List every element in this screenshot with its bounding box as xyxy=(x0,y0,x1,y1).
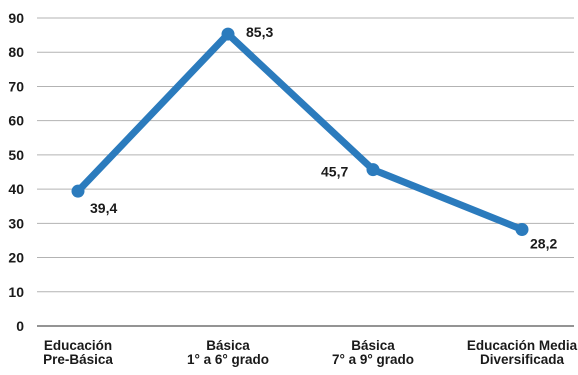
data-label: 39,4 xyxy=(90,200,117,216)
x-category-label: Básica 7° a 9° grado xyxy=(332,338,414,367)
series-polyline xyxy=(74,30,526,233)
y-axis-labels: 0 10 20 30 40 50 60 70 80 90 xyxy=(8,10,24,334)
data-point xyxy=(221,27,235,41)
data-point xyxy=(515,222,529,236)
data-label: 28,2 xyxy=(530,235,557,251)
x-category-label-line: 1° a 6° grado xyxy=(187,352,269,367)
y-tick-label: 0 xyxy=(16,318,24,334)
y-tick-label: 40 xyxy=(8,181,24,197)
data-label: 45,7 xyxy=(321,164,348,180)
x-category-label: Educación Media Diversificada xyxy=(467,338,578,367)
y-tick-label: 30 xyxy=(8,215,24,231)
x-category-label-line: 7° a 9° grado xyxy=(332,352,414,367)
y-tick-label: 10 xyxy=(8,284,24,300)
x-category-label-line: Diversificada xyxy=(480,352,565,367)
x-category-label-line: Educación Media xyxy=(467,338,578,353)
y-tick-label: 70 xyxy=(8,78,24,94)
x-category-label-line: Pre-Básica xyxy=(43,352,113,367)
x-category-label: Educación Pre-Básica xyxy=(43,338,113,367)
y-tick-label: 60 xyxy=(8,113,24,129)
data-labels: 39,4 85,3 45,7 28,2 xyxy=(90,24,557,251)
data-label: 85,3 xyxy=(246,24,273,40)
series-line xyxy=(74,30,526,233)
data-points xyxy=(71,27,529,236)
x-category-label: Básica 1° a 6° grado xyxy=(187,338,269,367)
grid-lines xyxy=(37,17,574,327)
y-tick-label: 90 xyxy=(8,10,24,26)
y-tick-label: 50 xyxy=(8,147,24,163)
data-point xyxy=(71,184,85,198)
y-tick-label: 20 xyxy=(8,250,24,266)
x-category-label-line: Básica xyxy=(206,338,250,353)
x-category-label-line: Educación xyxy=(44,338,112,353)
x-category-label-line: Básica xyxy=(351,338,395,353)
data-point xyxy=(366,163,380,177)
y-tick-label: 80 xyxy=(8,44,24,60)
